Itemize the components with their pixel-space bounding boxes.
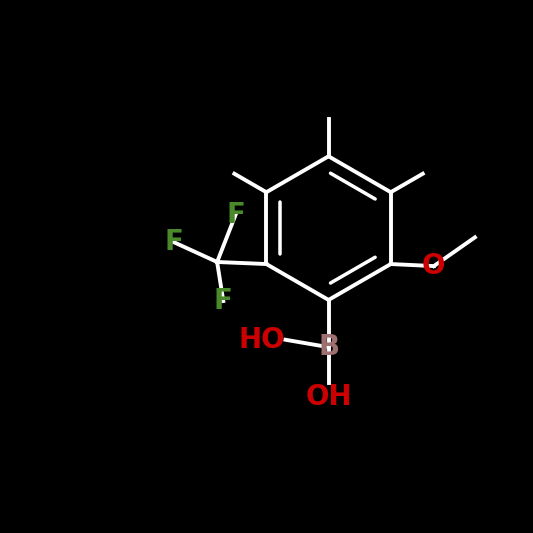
Text: HO: HO bbox=[239, 326, 286, 354]
Text: OH: OH bbox=[305, 383, 352, 411]
Text: F: F bbox=[226, 201, 245, 229]
Text: F: F bbox=[214, 287, 233, 315]
Text: F: F bbox=[165, 228, 183, 256]
Text: O: O bbox=[422, 252, 446, 280]
Text: B: B bbox=[318, 333, 339, 361]
